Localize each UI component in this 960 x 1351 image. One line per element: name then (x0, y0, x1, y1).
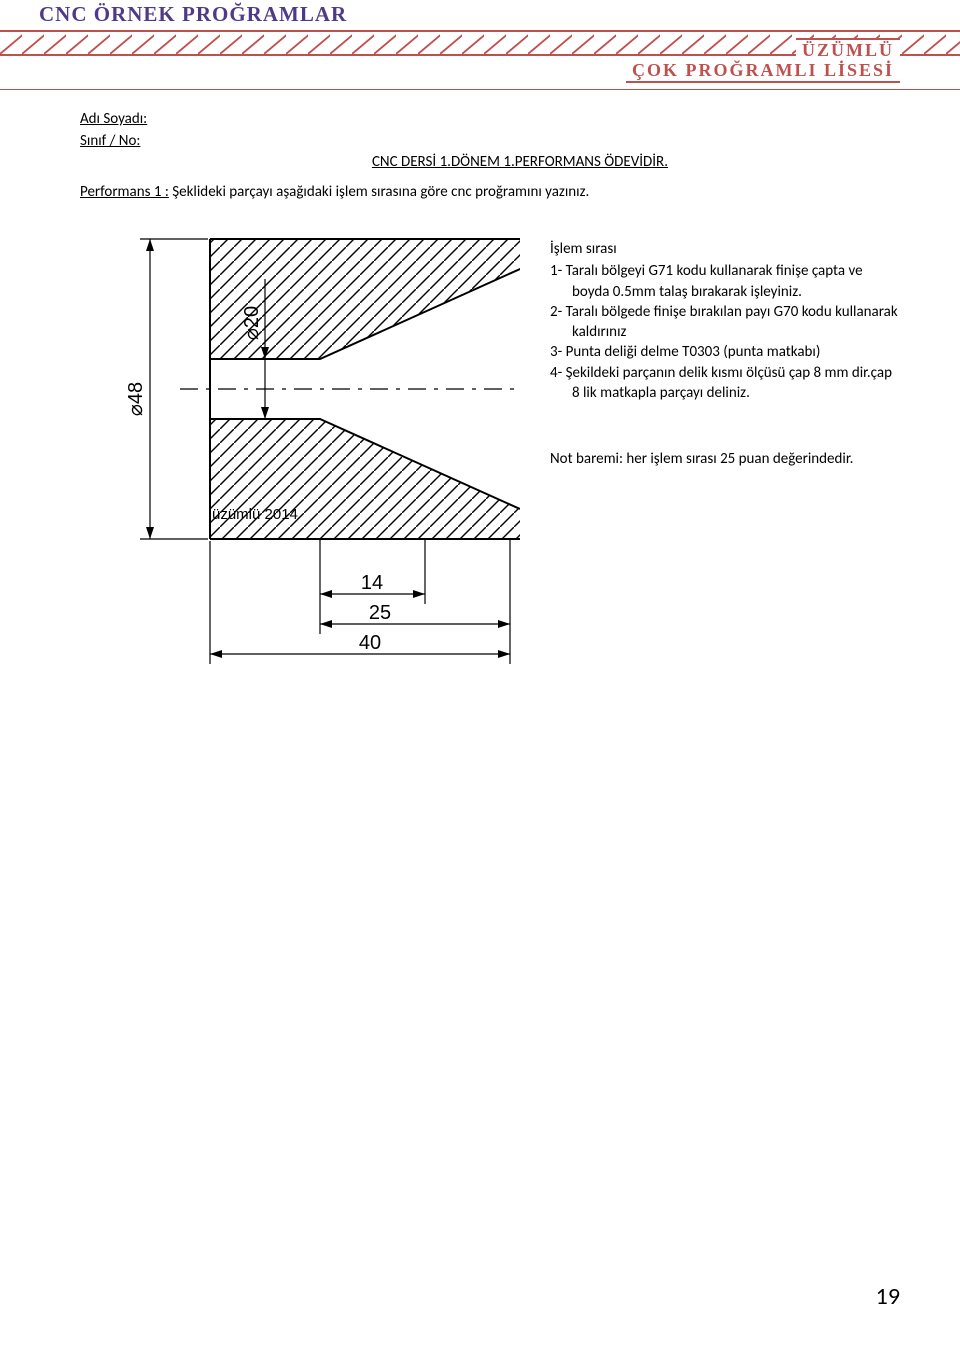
lesson-title: CNC DERSİ 1.DÖNEM 1.PERFORMANS ÖDEVİDİR. (80, 153, 900, 171)
performance-text: Şeklideki parçayı aşağıdaki işlem sırası… (169, 183, 589, 201)
header-banner: CNC ÖRNEK PROĞRAMLAR ÜZÜMLÜ ÇOK PROĞRAML… (0, 0, 960, 90)
instructions-list: 1- Taralı bölgeyi G71 kodu kullanarak fi… (550, 261, 900, 403)
dim-25: 25 (369, 602, 391, 624)
instruction-item: 1- Taralı bölgeyi G71 kodu kullanarak fi… (572, 261, 900, 302)
header-subtitle-1: ÜZÜMLÜ (796, 38, 900, 61)
page-number: 19 (876, 1282, 900, 1311)
header-subtitle-2: ÇOK PROĞRAMLI LİSESİ (626, 60, 900, 83)
svg-text:⌀48: ⌀48 (125, 382, 147, 416)
svg-text:⌀20: ⌀20 (241, 306, 263, 340)
diameter-symbol: ⌀ (125, 404, 147, 416)
instructions-heading: İşlem sırası (550, 239, 900, 259)
instruction-item: 3- Punta deliği delme T0303 (punta matka… (572, 342, 900, 362)
dim-14: 14 (361, 572, 383, 594)
instruction-text: Şekildeki parçanın delik kısmı ölçüsü ça… (566, 364, 892, 402)
student-name-label: Adı Soyadı: (80, 110, 900, 130)
dim-inner-diameter: 20 (241, 306, 263, 328)
diameter-symbol-2: ⌀ (241, 328, 263, 340)
instruction-text: Taralı bölgede finişe bırakılan payı G70… (566, 303, 898, 341)
instructions-block: İşlem sırası 1- Taralı bölgeyi G71 kodu … (550, 219, 900, 469)
drawing-watermark: üzümlü 2014 (212, 506, 298, 523)
performance-label: Performans 1 : (80, 183, 169, 201)
instruction-item: 4- Şekildeki parçanın delik kısmı ölçüsü… (572, 363, 900, 404)
performance-line: Performans 1 : Şeklideki parçayı aşağıda… (80, 183, 900, 201)
instruction-item: 2- Taralı bölgede finişe bırakılan payı … (572, 302, 900, 343)
student-class-label: Sınıf / No: (80, 132, 900, 152)
main-row: ⌀48 ⌀20 üzümlü 2014 (80, 219, 900, 679)
technical-drawing: ⌀48 ⌀20 üzümlü 2014 (80, 219, 520, 679)
dim-outer-diameter: 48 (125, 382, 147, 404)
grading-note: Not baremi: her işlem sırası 25 puan değ… (550, 449, 900, 469)
header-title: CNC ÖRNEK PROĞRAMLAR (35, 2, 351, 27)
instruction-text: Taralı bölgeyi G71 kodu kullanarak finiş… (566, 262, 863, 300)
instruction-text: Punta deliği delme T0303 (punta matkabı) (566, 343, 821, 361)
dim-40: 40 (359, 632, 381, 654)
page-content: Adı Soyadı: Sınıf / No: CNC DERSİ 1.DÖNE… (0, 90, 960, 679)
